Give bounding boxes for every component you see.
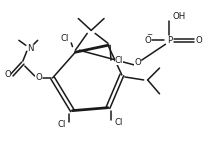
Text: OH: OH: [172, 12, 186, 21]
Text: O: O: [5, 70, 11, 80]
Text: Cl: Cl: [60, 34, 69, 43]
Text: Cl: Cl: [115, 118, 123, 127]
Text: O: O: [196, 36, 203, 45]
Text: Cl: Cl: [115, 56, 123, 65]
Text: −: −: [147, 32, 153, 38]
Text: O: O: [144, 36, 151, 45]
Text: O: O: [35, 74, 42, 82]
Text: O: O: [134, 58, 141, 67]
Text: N: N: [28, 44, 34, 53]
Text: Cl: Cl: [57, 120, 66, 129]
Text: P: P: [167, 36, 172, 45]
